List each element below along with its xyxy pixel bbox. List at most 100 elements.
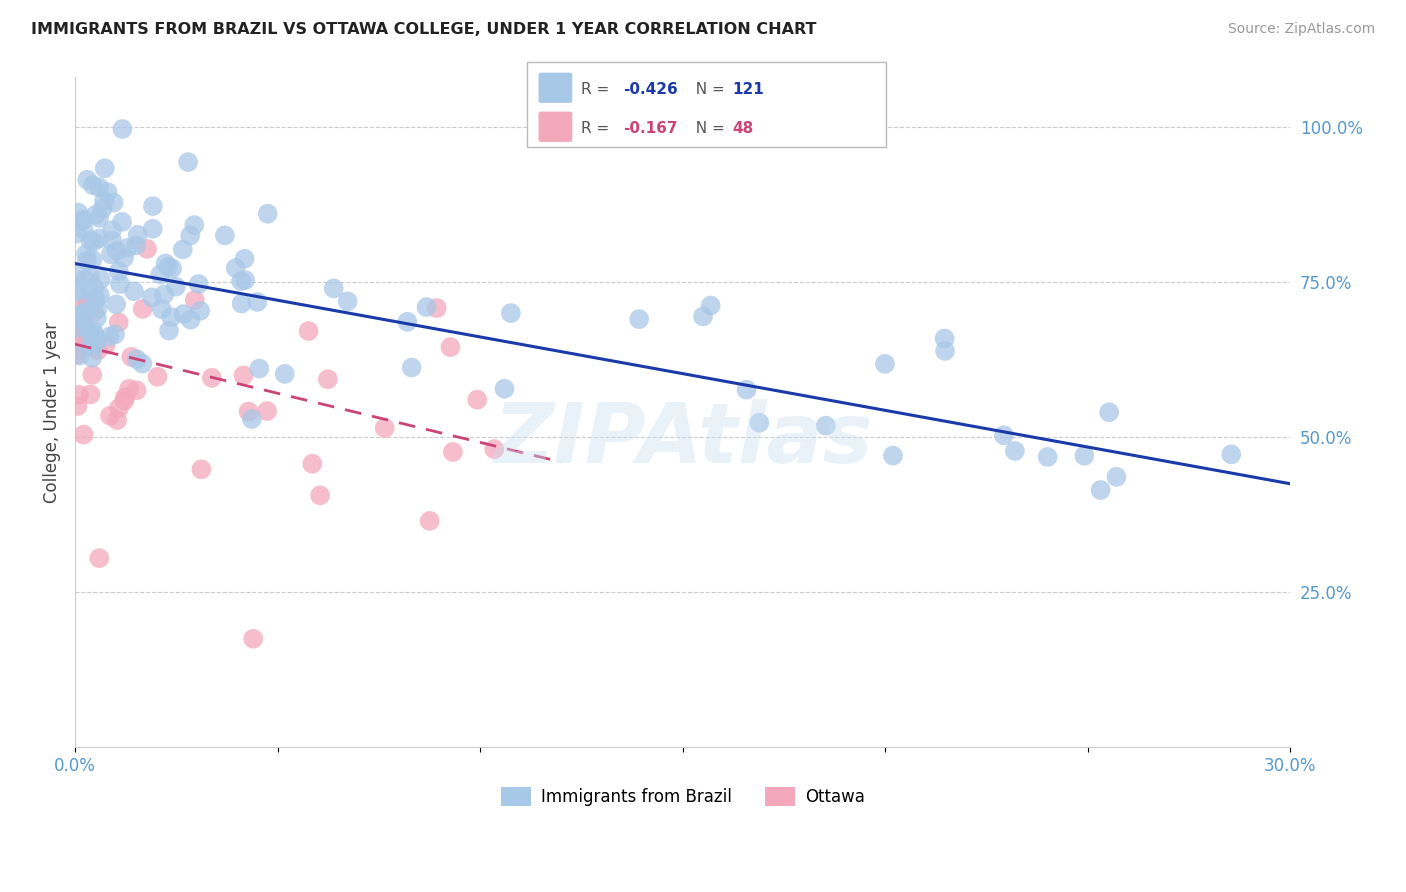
Text: N =: N = (686, 121, 730, 136)
Point (150, 302, 173, 317)
Point (97, 185, 120, 199)
Point (153, 287, 176, 301)
Point (103, 195, 125, 210)
Point (499, 306, 522, 320)
Legend: Immigrants from Brazil, Ottawa: Immigrants from Brazil, Ottawa (494, 780, 872, 813)
Text: -0.426: -0.426 (623, 82, 678, 97)
Text: ZIPAtlas: ZIPAtlas (494, 399, 872, 480)
Point (316, 372, 339, 386)
Point (494, 382, 516, 396)
Point (105, 244, 128, 258)
Point (82, 324, 104, 338)
Point (699, 298, 721, 312)
Point (79, 234, 101, 248)
Point (439, 340, 461, 354)
Point (256, 404, 278, 418)
Point (77, 282, 100, 296)
Point (75, 272, 97, 286)
Text: Source: ZipAtlas.com: Source: ZipAtlas.com (1227, 22, 1375, 37)
Point (125, 384, 148, 398)
Point (231, 296, 253, 310)
Point (172, 243, 194, 257)
Point (111, 215, 134, 229)
Point (83, 235, 105, 249)
Point (72, 314, 94, 328)
Point (72, 212, 94, 227)
Point (100, 247, 122, 261)
Point (66, 399, 89, 413)
Point (419, 514, 441, 528)
Point (111, 122, 134, 136)
Point (127, 227, 149, 242)
Point (91, 202, 114, 216)
Point (441, 445, 464, 459)
Point (66, 309, 89, 323)
Point (322, 281, 344, 295)
Point (76, 296, 98, 310)
Point (131, 301, 153, 316)
Point (87, 180, 110, 194)
Point (101, 234, 124, 248)
Point (238, 404, 260, 418)
Point (72, 307, 94, 321)
Point (105, 297, 128, 311)
Point (98, 329, 121, 343)
Point (125, 238, 148, 252)
Point (301, 457, 323, 471)
Point (735, 383, 758, 397)
Point (82, 368, 104, 382)
Point (75, 247, 97, 261)
Point (309, 488, 332, 502)
Point (79, 339, 101, 353)
Point (84, 208, 107, 222)
Point (94, 338, 117, 352)
Point (84, 293, 107, 307)
Text: 121: 121 (733, 82, 765, 97)
Point (1090, 483, 1112, 497)
Point (76, 173, 98, 187)
Point (82, 178, 104, 193)
Point (93, 161, 115, 176)
Point (401, 360, 423, 375)
Point (1098, 405, 1121, 419)
Point (188, 304, 211, 318)
Point (66, 283, 89, 297)
Point (66, 344, 89, 359)
Point (149, 268, 172, 282)
Point (246, 295, 269, 310)
Point (165, 279, 187, 293)
Point (79, 387, 101, 401)
Point (190, 462, 212, 476)
Point (125, 352, 148, 367)
Point (274, 367, 297, 381)
Point (70, 214, 93, 228)
Text: R =: R = (581, 121, 614, 136)
Point (82, 252, 104, 267)
Point (101, 223, 124, 237)
Point (232, 368, 254, 383)
Point (180, 312, 202, 326)
Point (66, 227, 89, 241)
Point (242, 632, 264, 646)
Point (87, 211, 110, 225)
Point (396, 315, 419, 329)
Point (67, 388, 90, 402)
Point (183, 218, 205, 232)
Point (247, 361, 270, 376)
Point (136, 242, 159, 256)
Point (1036, 450, 1059, 464)
Point (86, 333, 108, 347)
Point (233, 273, 256, 287)
Point (141, 290, 163, 304)
Point (114, 390, 136, 404)
Point (155, 256, 177, 270)
Point (86, 301, 108, 316)
Point (118, 382, 141, 396)
Point (76, 253, 98, 268)
Point (67, 205, 90, 219)
Point (146, 369, 169, 384)
Point (84, 337, 107, 351)
Y-axis label: College, Under 1 year: College, Under 1 year (44, 322, 60, 503)
Point (66, 348, 89, 362)
Point (628, 312, 651, 326)
